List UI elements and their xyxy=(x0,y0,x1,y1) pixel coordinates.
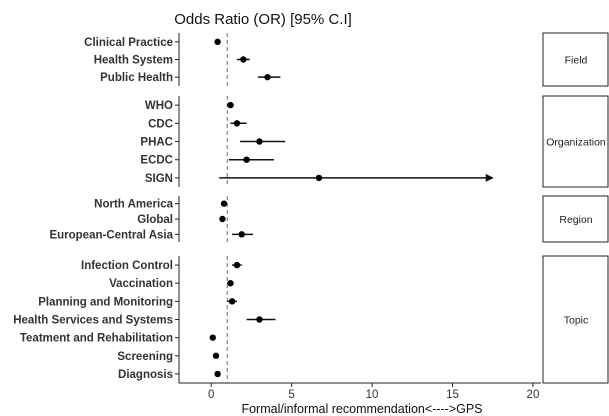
or-point xyxy=(264,73,271,81)
or-point xyxy=(220,200,228,207)
panel-strip-label: Organization xyxy=(546,137,606,149)
row-label: European-Central Asia xyxy=(49,229,173,241)
row-label: Screening xyxy=(117,351,173,363)
x-tick-label: 15 xyxy=(446,389,459,401)
panel-strip xyxy=(542,95,609,188)
or-point xyxy=(315,174,323,182)
or-point xyxy=(256,316,263,323)
panel-field: Field Clinical Practice Health System Publi… xyxy=(84,32,609,87)
row-label: SIGN xyxy=(145,173,173,185)
or-point xyxy=(228,298,236,305)
row-label: ECDC xyxy=(140,155,173,167)
row-label: Diagnosis xyxy=(118,369,173,381)
row-label: Health System xyxy=(94,55,173,67)
x-axis-label: Formal/informal recommendation<---->GPS xyxy=(241,402,482,416)
x-tick-label: 20 xyxy=(527,389,540,401)
row-label: PHAC xyxy=(140,137,173,149)
row-label: Teatment and Rehabilitation xyxy=(20,333,173,345)
panel-topic: Topic Infection Control Vaccination Plannin… xyxy=(13,255,609,384)
or-point xyxy=(212,352,220,359)
panel-strip xyxy=(542,255,609,384)
row-label: Clinical Practice xyxy=(84,37,173,49)
row-label: Global xyxy=(137,214,173,226)
panel-region: Region North America Global European-Centra… xyxy=(49,195,609,243)
row-label: CDC xyxy=(148,118,173,130)
or-point xyxy=(238,231,245,238)
or-point xyxy=(243,156,250,163)
panel-strip-label: Field xyxy=(565,55,588,67)
panel-strip xyxy=(542,195,609,243)
row-label: Health Services and Systems xyxy=(13,315,173,327)
x-axis: 0 5 10 15 20 xyxy=(179,382,541,401)
or-point xyxy=(219,215,226,223)
chart-title: Odds Ratio (OR) [95% C.I] xyxy=(174,11,352,28)
x-tick-label: 5 xyxy=(288,389,294,401)
or-point xyxy=(256,138,263,145)
or-point xyxy=(214,38,221,46)
or-point xyxy=(227,101,234,109)
panel-strip-label: Topic xyxy=(564,315,589,327)
or-point xyxy=(209,334,216,341)
panel-strip-label: Region xyxy=(559,214,592,226)
row-label: Public Health xyxy=(100,72,173,84)
or-point xyxy=(214,370,221,378)
or-point xyxy=(233,261,241,269)
panel-organization: Organization WHO CDC PHAC ECDC SIGN xyxy=(140,95,609,188)
panels: Field Clinical Practice Health System Publi… xyxy=(13,32,609,384)
or-point xyxy=(240,56,247,63)
row-label: Vaccination xyxy=(109,278,173,290)
or-point xyxy=(227,280,234,287)
or-point xyxy=(233,120,241,127)
row-label: Planning and Monitoring xyxy=(38,296,173,308)
x-tick-label: 10 xyxy=(366,389,379,401)
panel-strip xyxy=(542,32,609,87)
row-label: WHO xyxy=(145,100,173,112)
row-label: North America xyxy=(94,199,173,211)
row-label: Infection Control xyxy=(81,260,173,272)
x-tick-label: 0 xyxy=(208,389,214,401)
